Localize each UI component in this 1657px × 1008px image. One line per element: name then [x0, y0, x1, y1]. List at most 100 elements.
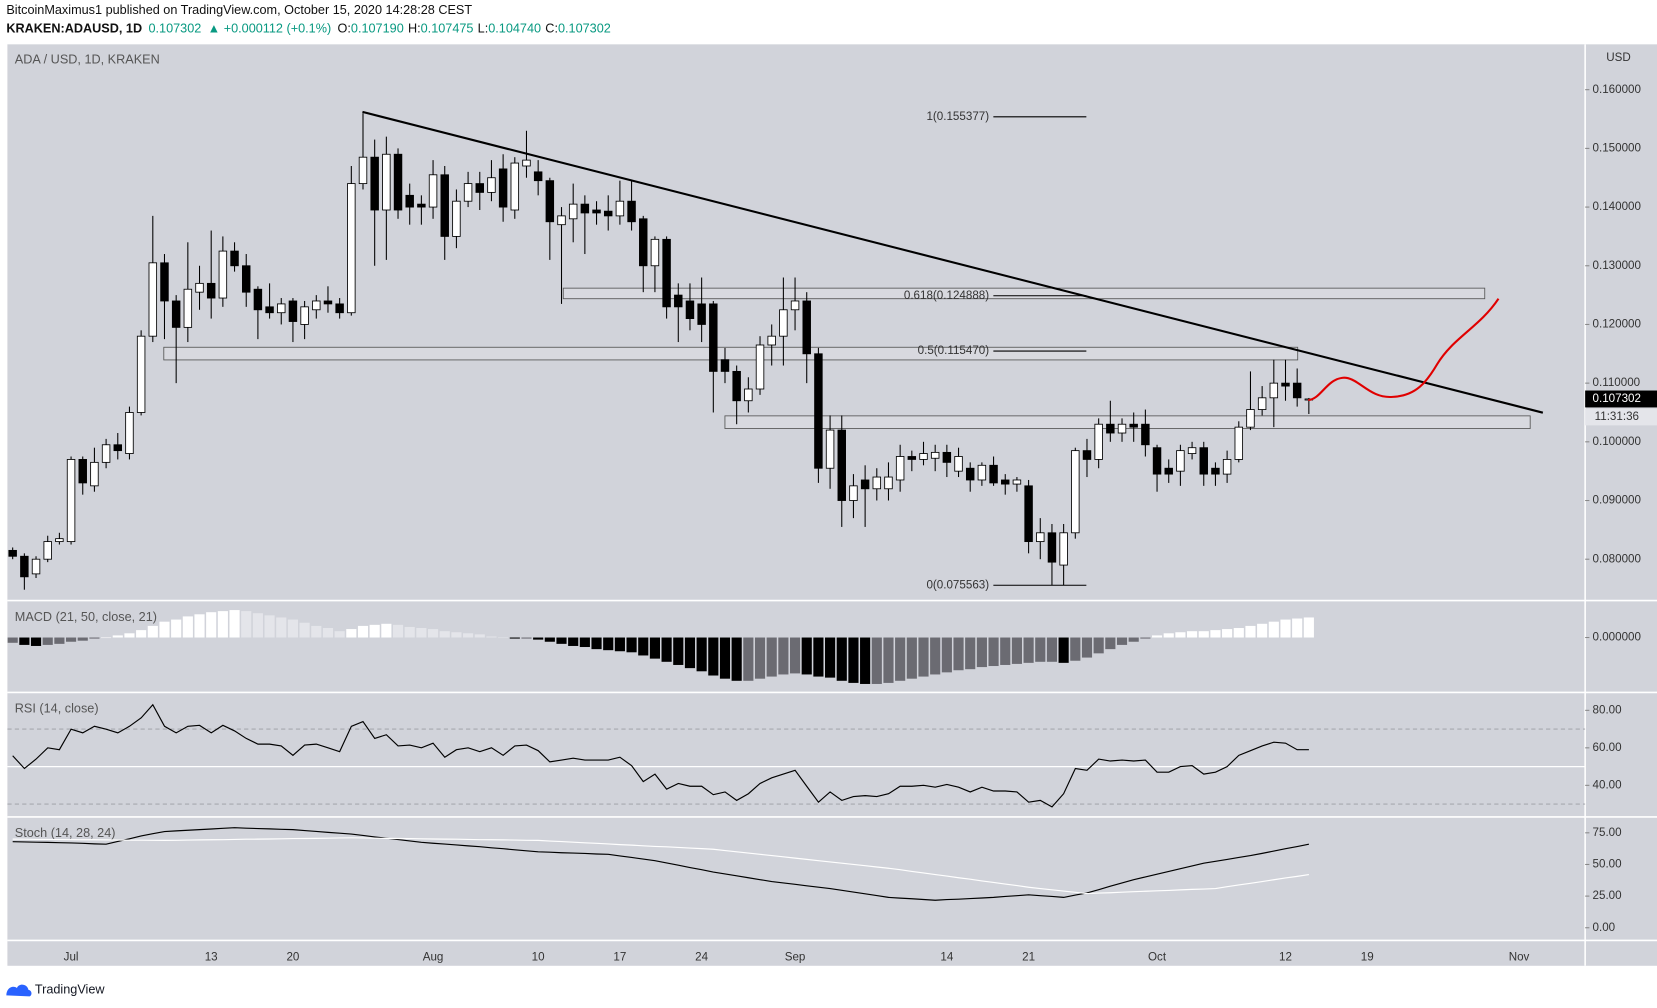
macd-bar: [1151, 635, 1163, 638]
macd-bar: [381, 623, 392, 638]
macd-bar: [182, 616, 193, 638]
candle-body: [1036, 532, 1045, 543]
y-tick-label: 0.000000: [1593, 631, 1641, 644]
candle-body: [849, 485, 858, 501]
candle-body: [136, 335, 146, 413]
macd-bar: [159, 621, 170, 638]
candle-body: [732, 370, 741, 402]
macd-bar: [112, 635, 123, 638]
change: ▲ +0.000112 (+0.1%): [208, 22, 332, 36]
candle-body: [428, 174, 438, 208]
macd-bar: [171, 619, 182, 638]
countdown: 11:31:36: [1595, 410, 1639, 423]
candle-body: [475, 183, 484, 193]
macd-bar: [1000, 637, 1011, 665]
candle-body: [101, 444, 111, 463]
candle-body: [919, 453, 928, 460]
macd-bar: [649, 637, 660, 659]
macd-bar: [427, 629, 439, 638]
candle-body: [1292, 382, 1302, 399]
candle-body: [942, 451, 952, 463]
macd-bar: [731, 637, 742, 681]
y-tick-label: 40.00: [1593, 778, 1622, 791]
candle-body: [825, 429, 835, 469]
marks: ADA / USD, 1D, KRAKEN 0.080000 0.090000 0.1…: [7, 51, 1657, 963]
indicator-line: [12, 703, 1309, 808]
pane-title: ADA / USD, 1D, KRAKEN: [15, 53, 160, 67]
macd-bar: [836, 637, 847, 681]
candle-body: [779, 309, 788, 337]
candle-body: [1129, 423, 1138, 428]
macd-bar: [556, 637, 567, 644]
candle-body: [20, 555, 29, 578]
last: 0.107302: [148, 22, 201, 36]
macd-bar: [101, 637, 112, 639]
macd-bar: [357, 625, 369, 638]
macd-bar: [1105, 637, 1116, 650]
macd-bar: [439, 631, 450, 638]
x-tick-label: 19: [1361, 950, 1374, 963]
candle-body: [989, 464, 998, 484]
candle-body: [288, 300, 298, 322]
macd-bar: [346, 629, 357, 638]
y-tick-label: 0.00: [1593, 921, 1616, 934]
ohlc-label: L:: [478, 22, 489, 36]
fib-label: 1(0.155377): [926, 110, 989, 123]
macd-bar: [801, 637, 812, 675]
x-tick-label: 20: [286, 950, 299, 963]
candle-body: [790, 300, 800, 311]
projection-path: [1308, 298, 1500, 402]
candle-body: [615, 200, 625, 217]
macd-bar: [988, 637, 999, 667]
x-tick-label: Nov: [1509, 950, 1530, 963]
candle-body: [90, 461, 99, 487]
macd-bar: [579, 637, 590, 648]
macd-bar: [941, 637, 952, 673]
fib-label: 0.5(0.115470): [918, 344, 990, 357]
candle-body: [113, 444, 123, 452]
pane-title: RSI (14, close): [15, 702, 99, 716]
candle-body: [1059, 532, 1068, 566]
macd-bar: [965, 637, 976, 670]
ohlc-value: 0.107302: [558, 22, 611, 36]
candle-body: [674, 294, 683, 308]
trend-line: [362, 110, 1544, 414]
candle-body: [627, 200, 636, 223]
axis-label: USD: [1606, 51, 1631, 64]
macd-bar: [813, 637, 824, 677]
candle-body: [533, 171, 543, 182]
candle-body: [347, 183, 356, 314]
macd-bar: [1116, 637, 1128, 645]
candle-body: [895, 456, 905, 481]
candle-body: [884, 476, 893, 490]
macd-bar: [825, 637, 836, 678]
candle-body: [335, 303, 344, 314]
candle-body: [639, 218, 648, 267]
candle-body: [241, 265, 251, 293]
ohlc-label: H:: [408, 22, 421, 36]
candle-body: [277, 303, 286, 314]
candle-body: [977, 464, 987, 481]
y-tick-label: 0.100000: [1593, 435, 1641, 448]
candle-body: [965, 467, 975, 481]
macd-bar: [544, 637, 555, 642]
macd-bar: [626, 637, 637, 653]
candle-body: [1071, 450, 1080, 534]
y-tick-label: 75.00: [1593, 826, 1622, 839]
candle-body: [837, 429, 846, 501]
brand: TradingView: [35, 982, 106, 996]
candle-body: [1211, 467, 1220, 475]
macd-bar: [1303, 617, 1314, 638]
candle-body: [31, 558, 41, 575]
candle-body: [417, 203, 426, 208]
candle-body: [1187, 447, 1197, 454]
macd-bar: [719, 637, 731, 679]
macd-bar: [638, 637, 649, 656]
x-tick-label: 10: [532, 950, 545, 963]
pane-title: MACD (21, 50, close, 21): [15, 610, 157, 624]
macd-bar: [229, 610, 240, 638]
macd-bar: [416, 628, 427, 638]
candle-body: [744, 388, 753, 402]
candle-body: [1199, 447, 1208, 475]
